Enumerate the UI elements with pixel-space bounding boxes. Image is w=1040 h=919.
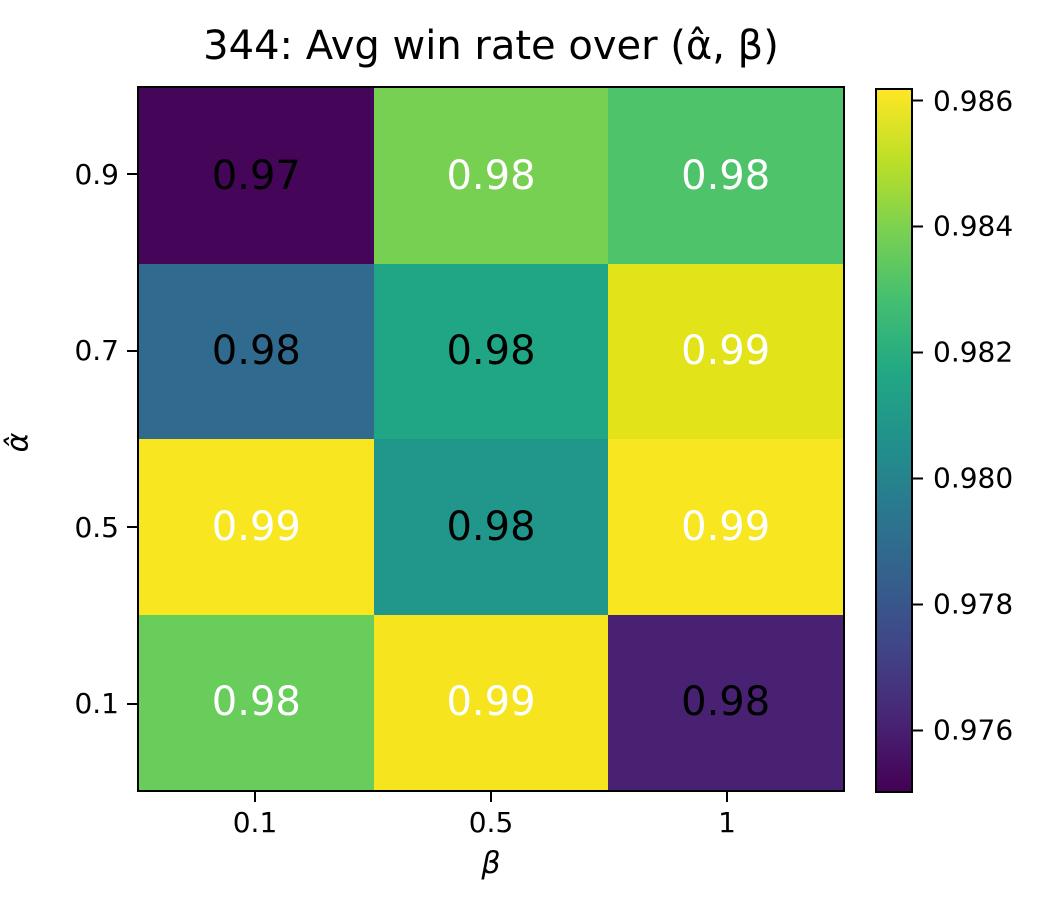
colorbar-tick-label: 0.986 bbox=[933, 84, 1014, 118]
heatmap-cell-r4c3: 0.98 bbox=[608, 614, 843, 790]
tick-mark bbox=[127, 702, 137, 705]
heatmap-cell-r2c1: 0.98 bbox=[139, 263, 374, 439]
colorbar-tick-label: 0.982 bbox=[933, 335, 1014, 369]
colorbar bbox=[875, 88, 913, 793]
x-tick-label: 0.1 bbox=[232, 806, 278, 839]
heatmap-cell-r2c3: 0.99 bbox=[608, 263, 843, 439]
y-tick-0.7: 0.7 bbox=[0, 263, 137, 440]
chart-title: 344: Avg win rate over (α̂, β) bbox=[203, 23, 779, 69]
y-tick-label: 0.9 bbox=[74, 157, 119, 191]
colorbar-tick-0.976: 0.976 bbox=[913, 714, 1013, 747]
y-tick-label: 0.5 bbox=[74, 510, 119, 544]
colorbar-tick-0.986: 0.986 bbox=[913, 84, 1013, 117]
x-tick-0.1: 0.1 bbox=[137, 792, 373, 854]
colorbar-tick-label: 0.978 bbox=[933, 587, 1014, 621]
tick-mark bbox=[127, 173, 137, 176]
tick-mark bbox=[913, 477, 923, 480]
heatmap-cell-r1c3: 0.98 bbox=[608, 88, 843, 264]
tick-mark bbox=[127, 349, 137, 352]
heatmap-cell-r3c1: 0.99 bbox=[139, 439, 374, 615]
colorbar-tick-0.984: 0.984 bbox=[913, 210, 1013, 243]
tick-mark bbox=[913, 99, 923, 102]
tick-mark bbox=[913, 351, 923, 354]
tick-mark bbox=[913, 729, 923, 732]
colorbar-tick-0.980: 0.980 bbox=[913, 462, 1013, 495]
colorbar-tick-label: 0.980 bbox=[933, 461, 1014, 495]
colorbar-tick-label: 0.976 bbox=[933, 713, 1014, 747]
colorbar-tick-label: 0.984 bbox=[933, 209, 1014, 243]
x-axis-ticks: 0.1 0.5 1 bbox=[137, 792, 845, 854]
y-tick-0.9: 0.9 bbox=[0, 86, 137, 263]
x-tick-0.5: 0.5 bbox=[373, 792, 609, 854]
colorbar-tick-0.982: 0.982 bbox=[913, 336, 1013, 369]
tick-mark bbox=[913, 603, 923, 606]
heatmap-cell-r1c1: 0.97 bbox=[139, 88, 374, 264]
tick-mark bbox=[254, 792, 256, 802]
x-tick-1: 1 bbox=[609, 792, 845, 854]
x-tick-label: 0.5 bbox=[468, 806, 514, 839]
tick-mark bbox=[726, 792, 728, 802]
heatmap-cell-r3c3: 0.99 bbox=[608, 439, 843, 615]
x-axis-label: β bbox=[481, 846, 501, 881]
heatmap-cell-r3c2: 0.98 bbox=[373, 439, 609, 615]
x-tick-label: 1 bbox=[718, 806, 736, 839]
y-tick-label: 0.7 bbox=[74, 334, 119, 368]
heatmap-grid: 0.97 0.98 0.98 0.98 0.98 0.99 0.99 0.98 0.99 0.98… bbox=[139, 88, 843, 790]
colorbar-tick-0.978: 0.978 bbox=[913, 588, 1013, 621]
y-tick-0.5: 0.5 bbox=[0, 439, 137, 616]
colorbar-gradient bbox=[877, 90, 911, 791]
tick-mark bbox=[127, 526, 137, 529]
y-tick-label: 0.1 bbox=[74, 687, 119, 721]
heatmap-cell-r4c2: 0.99 bbox=[373, 614, 609, 790]
heatmap-cell-r1c2: 0.98 bbox=[373, 88, 609, 264]
colorbar-ticks: 0.986 0.984 0.982 0.980 0.978 0.976 bbox=[913, 84, 1040, 793]
heatmap-cell-r4c1: 0.98 bbox=[139, 614, 374, 790]
y-axis-ticks: 0.9 0.7 0.5 0.1 bbox=[0, 86, 137, 792]
heatmap-plot: 0.97 0.98 0.98 0.98 0.98 0.99 0.99 0.98 0.99 0.98… bbox=[137, 86, 845, 792]
y-tick-0.1: 0.1 bbox=[0, 616, 137, 793]
heatmap-cell-r2c2: 0.98 bbox=[373, 263, 609, 439]
tick-mark bbox=[490, 792, 492, 802]
tick-mark bbox=[913, 225, 923, 228]
